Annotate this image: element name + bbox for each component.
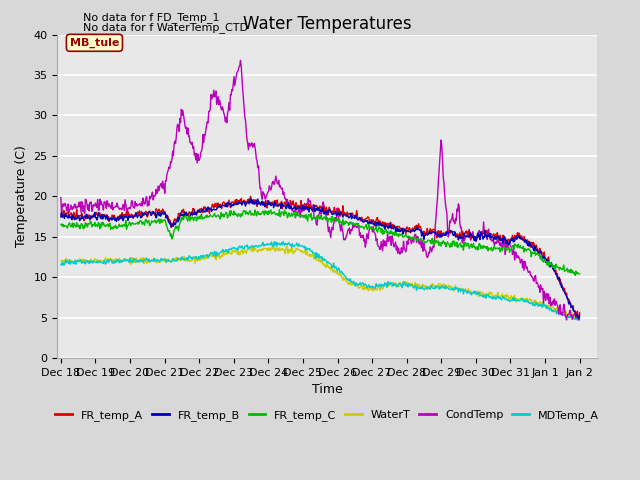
Title: Water Temperatures: Water Temperatures <box>243 15 412 33</box>
Legend: FR_temp_A, FR_temp_B, FR_temp_C, WaterT, CondTemp, MDTemp_A: FR_temp_A, FR_temp_B, FR_temp_C, WaterT,… <box>51 406 604 425</box>
Text: MB_tule: MB_tule <box>70 37 119 48</box>
Text: No data for f FD_Temp_1: No data for f FD_Temp_1 <box>83 12 220 23</box>
Y-axis label: Temperature (C): Temperature (C) <box>15 145 28 247</box>
Text: No data for f WaterTemp_CTD: No data for f WaterTemp_CTD <box>83 22 248 33</box>
X-axis label: Time: Time <box>312 383 342 396</box>
